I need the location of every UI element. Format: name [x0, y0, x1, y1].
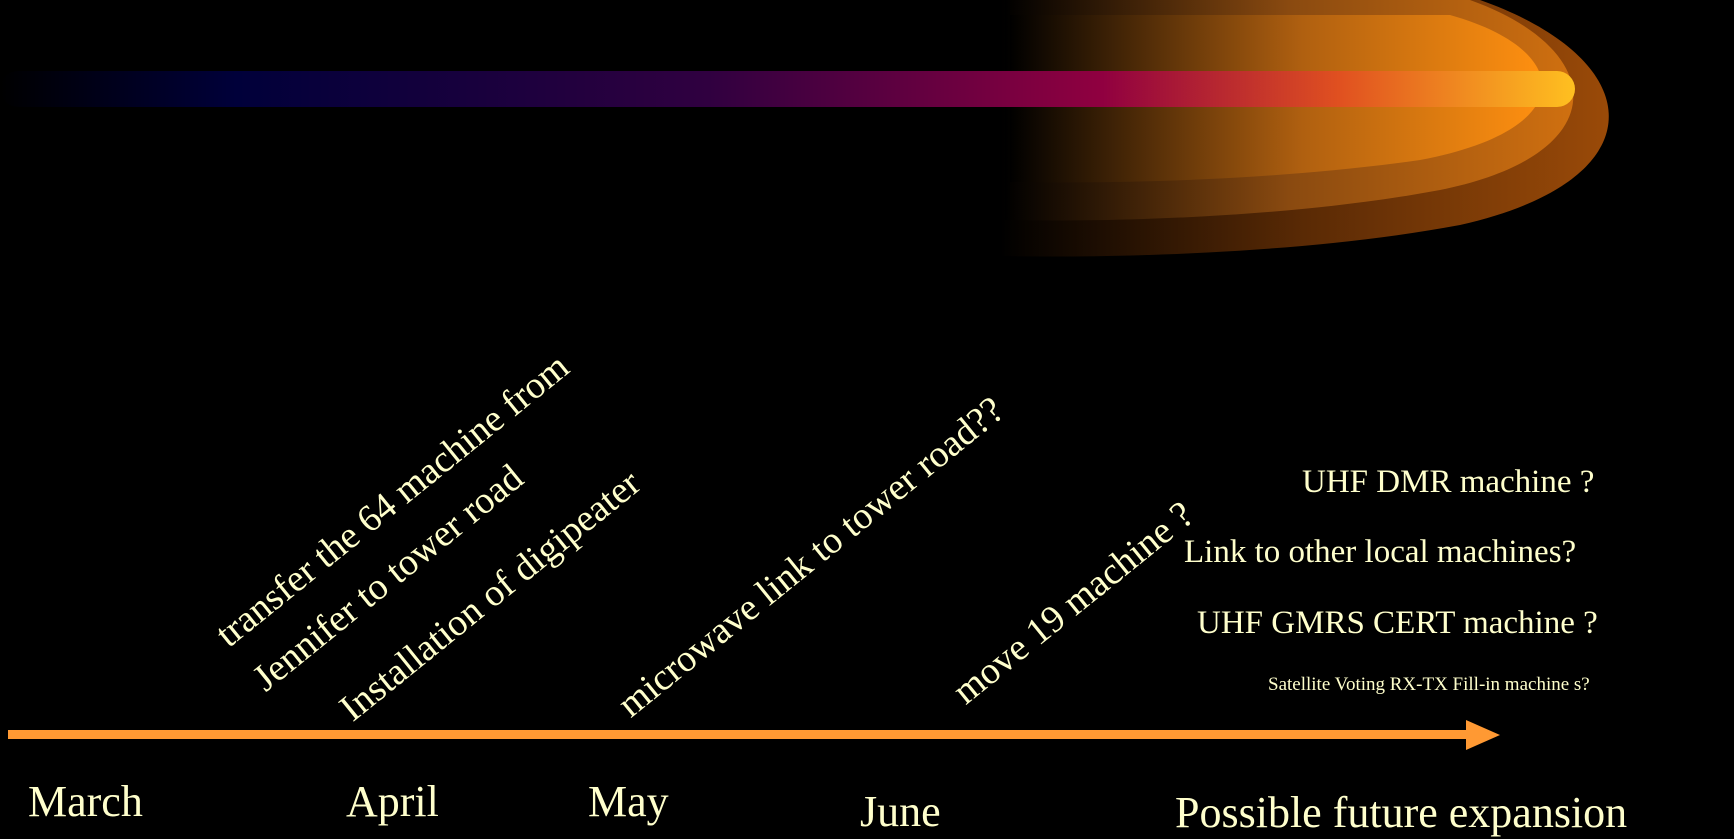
month-june: June: [860, 787, 941, 836]
future-link-local: Link to other local machines?: [1184, 534, 1577, 570]
month-may: May: [588, 777, 669, 826]
future-uhf-dmr: UHF DMR machine ?: [1302, 464, 1595, 500]
timeline-arrowhead: [1466, 720, 1500, 750]
gradient-bar: [0, 71, 1575, 107]
month-march: March: [28, 777, 143, 826]
month-april: April: [346, 777, 439, 826]
future-heading: Possible future expansion: [1175, 788, 1628, 837]
timeline-line: [8, 730, 1473, 739]
future-satellite-voting: Satellite Voting RX-TX Fill-in machine s…: [1268, 674, 1590, 695]
future-uhf-gmrs: UHF GMRS CERT machine ?: [1197, 605, 1598, 641]
